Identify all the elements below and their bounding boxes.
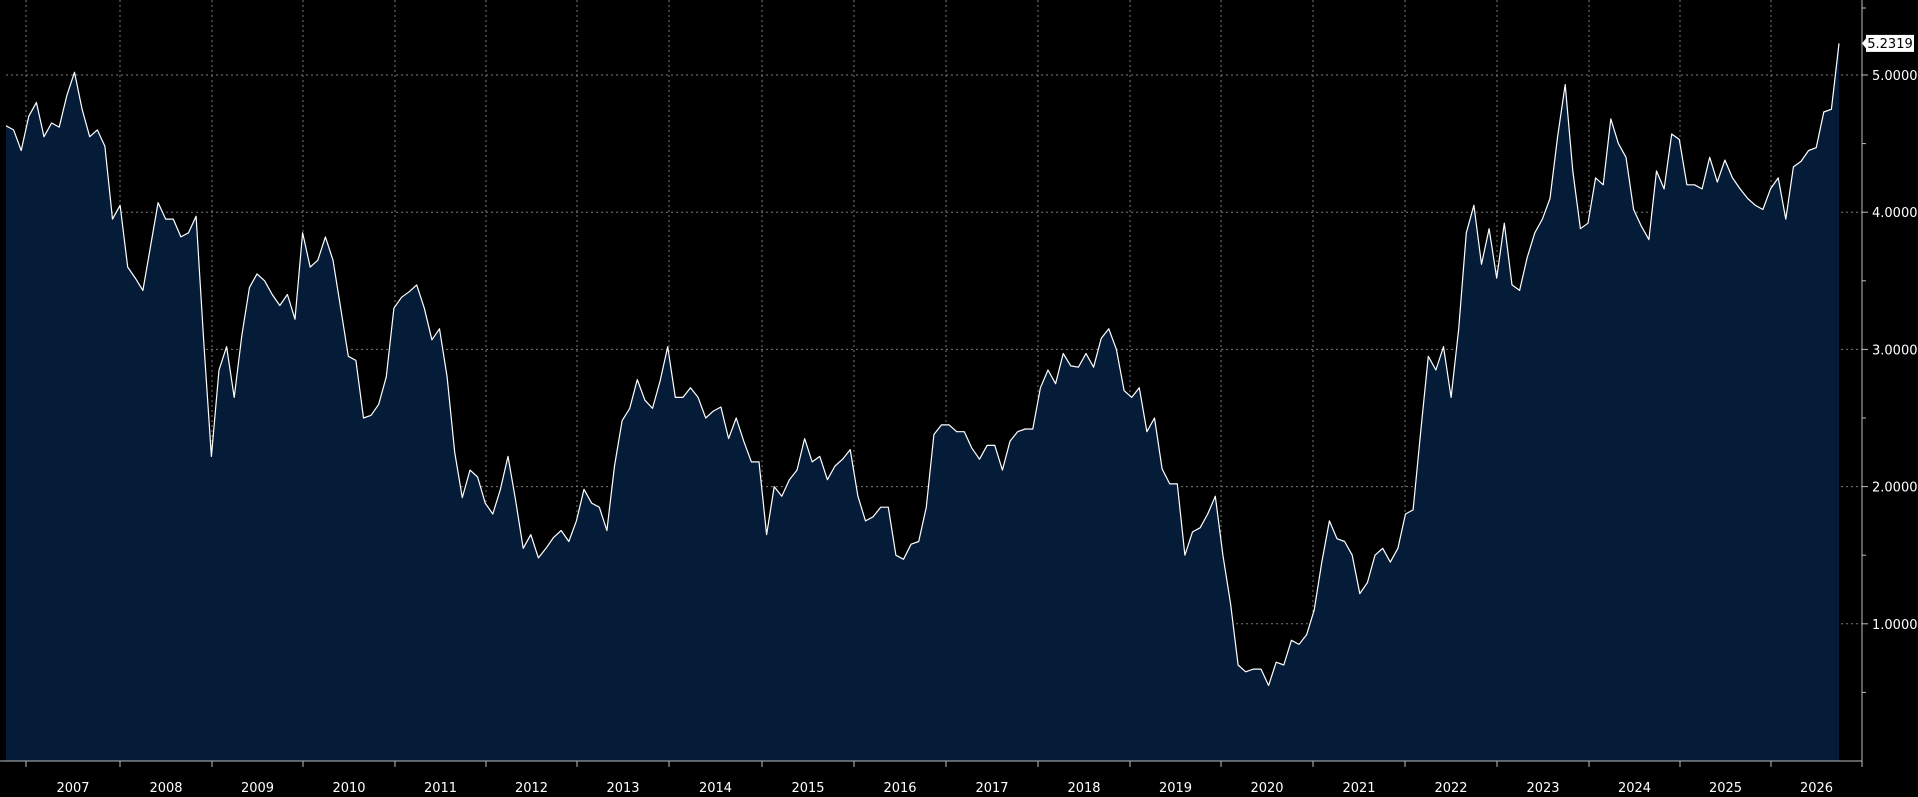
x-tick-label: 2012	[515, 781, 548, 796]
x-tick-label: 2018	[1067, 781, 1100, 796]
x-tick-label: 2021	[1342, 781, 1375, 796]
series-area	[6, 43, 1839, 761]
x-tick-label: 2011	[424, 781, 457, 796]
tick-labels: 1.0000 2.0000 3.0000 4.0000 5.0000 2007 2008 20…	[56, 69, 1917, 796]
y-tick-label: 5.0000	[1872, 69, 1918, 84]
y-tick-label: 3.0000	[1872, 343, 1918, 358]
x-tick-label: 2020	[1250, 781, 1283, 796]
last-value-badge-bg	[1866, 34, 1914, 52]
x-tick-label: 2010	[332, 781, 365, 796]
y-tick-label: 1.0000	[1872, 618, 1918, 633]
x-tick-label: 2019	[1159, 781, 1192, 796]
x-tick-label: 2016	[883, 781, 916, 796]
x-tick-label: 2007	[56, 781, 89, 796]
last-value-label: 5.2319	[1867, 37, 1913, 52]
axes	[0, 0, 1868, 767]
x-tick-label: 2024	[1618, 781, 1651, 796]
x-tick-label: 2009	[241, 781, 274, 796]
x-tick-label: 2023	[1526, 781, 1559, 796]
x-tick-label: 2022	[1434, 781, 1467, 796]
x-tick-label: 2015	[791, 781, 824, 796]
x-tick-label: 2025	[1709, 781, 1742, 796]
last-value-badge: 5.2319	[1862, 34, 1914, 52]
y-tick-label: 4.0000	[1872, 206, 1918, 221]
x-tick-label: 2013	[606, 781, 639, 796]
x-tick-label: 2026	[1800, 781, 1833, 796]
last-value-pointer	[1862, 38, 1866, 49]
series-line	[5, 43, 1840, 687]
series-layer	[5, 43, 1840, 761]
x-tick-label: 2017	[975, 781, 1008, 796]
y-tick-label: 2.0000	[1872, 481, 1918, 496]
x-tick-label: 2014	[699, 781, 732, 796]
x-tick-label: 2008	[149, 781, 182, 796]
